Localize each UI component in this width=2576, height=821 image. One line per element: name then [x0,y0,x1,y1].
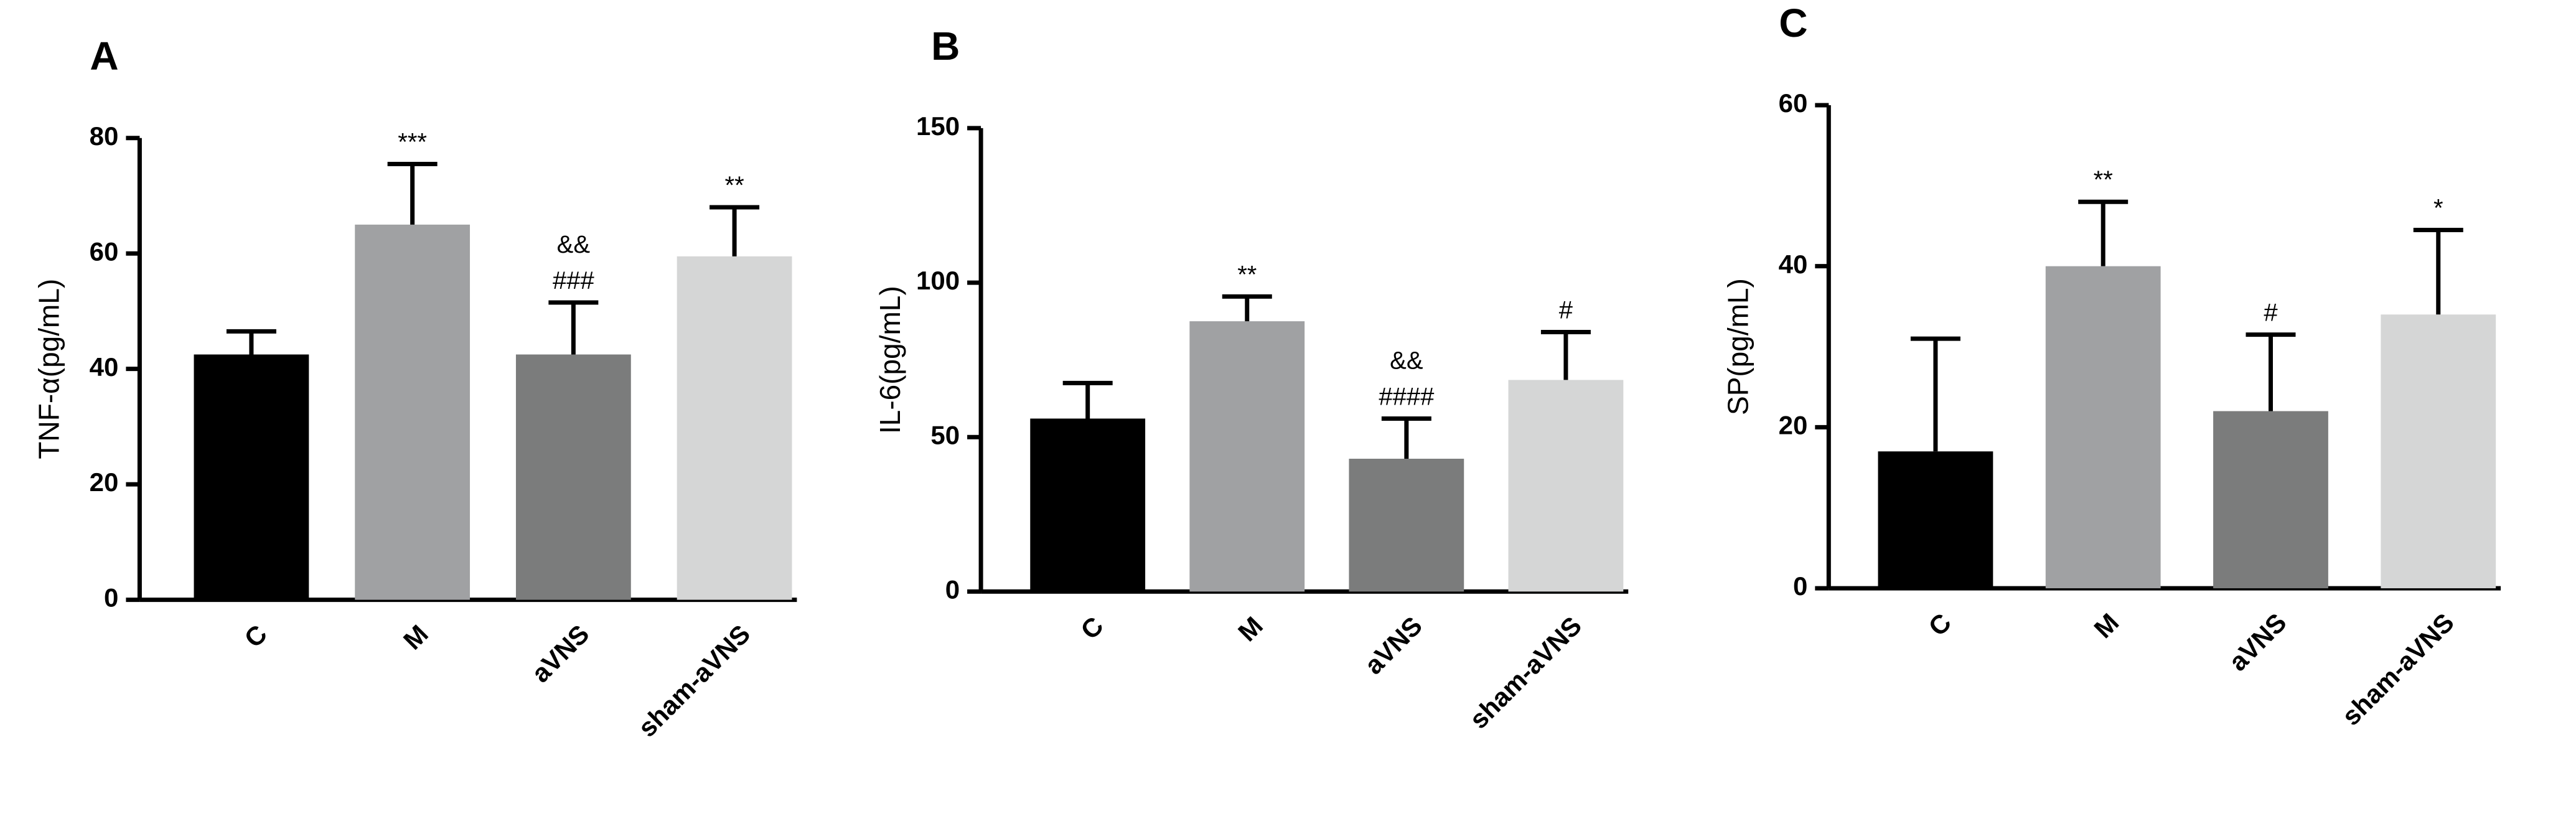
significance-label: ** [1237,261,1257,288]
significance-label: ### [553,267,594,294]
significance-label: # [1559,296,1573,324]
y-tick-label: 40 [1779,250,1808,279]
y-tick-label: 40 [90,352,119,382]
y-tick-label: 60 [1779,88,1808,118]
x-tick-label: sham-aVNS [632,619,756,743]
y-tick-label: 20 [90,467,119,497]
bar [355,224,471,600]
x-tick-label: M [1232,611,1268,647]
error-bar [1222,294,1272,322]
error-bar [387,161,438,225]
bar [1030,418,1146,592]
y-tick-label: 0 [104,583,118,612]
x-tick-label: aVNS [526,619,595,688]
bar [1508,380,1624,592]
error-bar [2413,227,2463,315]
bar [2381,314,2496,589]
bar [1349,458,1464,592]
panel-label: B [931,24,960,68]
y-tick-label: 150 [916,111,960,141]
y-axis-label: TNF-α(pg/mL) [32,279,65,459]
error-bar [2246,332,2296,411]
error-bar [1910,336,1960,452]
x-tick-label: M [398,619,434,655]
bar [194,354,309,600]
y-tick-label: 60 [90,237,119,266]
error-bar [1540,329,1591,380]
error-bar [2078,199,2129,266]
x-tick-label: C [238,619,273,654]
panel-label: A [90,34,118,78]
x-tick-label: aVNS [2223,608,2292,677]
y-axis-label: IL-6(pg/mL) [874,286,906,434]
bar [677,256,792,600]
error-bar [710,205,760,256]
error-bar [1062,380,1113,419]
y-tick-label: 0 [945,575,960,604]
significance-label: ** [725,172,744,199]
x-tick-label: aVNS [1359,611,1428,680]
bar [515,354,631,600]
panel-label: C [1779,1,1807,45]
x-tick-label: sham-aVNS [1464,611,1587,734]
error-bar [1381,416,1431,459]
significance-label: #### [1379,383,1435,410]
error-bar [226,329,276,355]
x-tick-label: sham-aVNS [2336,608,2460,731]
significance-label: *** [398,128,427,156]
x-tick-label: C [1923,608,1957,642]
y-tick-label: 20 [1779,410,1808,439]
bar [2045,266,2161,589]
y-tick-label: 80 [90,121,119,151]
significance-label: # [2264,299,2278,327]
significance-label: && [1390,347,1423,374]
y-tick-label: 100 [916,266,960,295]
error-bar [548,300,599,355]
bar [1189,321,1305,592]
x-tick-label: C [1075,611,1109,645]
bar [1878,451,1993,589]
y-axis-label: SP(pg/mL) [1721,278,1754,415]
significance-label: && [557,231,591,258]
bar [2213,411,2328,589]
y-tick-label: 50 [930,420,960,449]
significance-label: * [2433,194,2443,222]
x-tick-label: M [2088,608,2124,644]
significance-label: ** [2094,166,2113,194]
y-tick-label: 0 [1793,571,1807,601]
